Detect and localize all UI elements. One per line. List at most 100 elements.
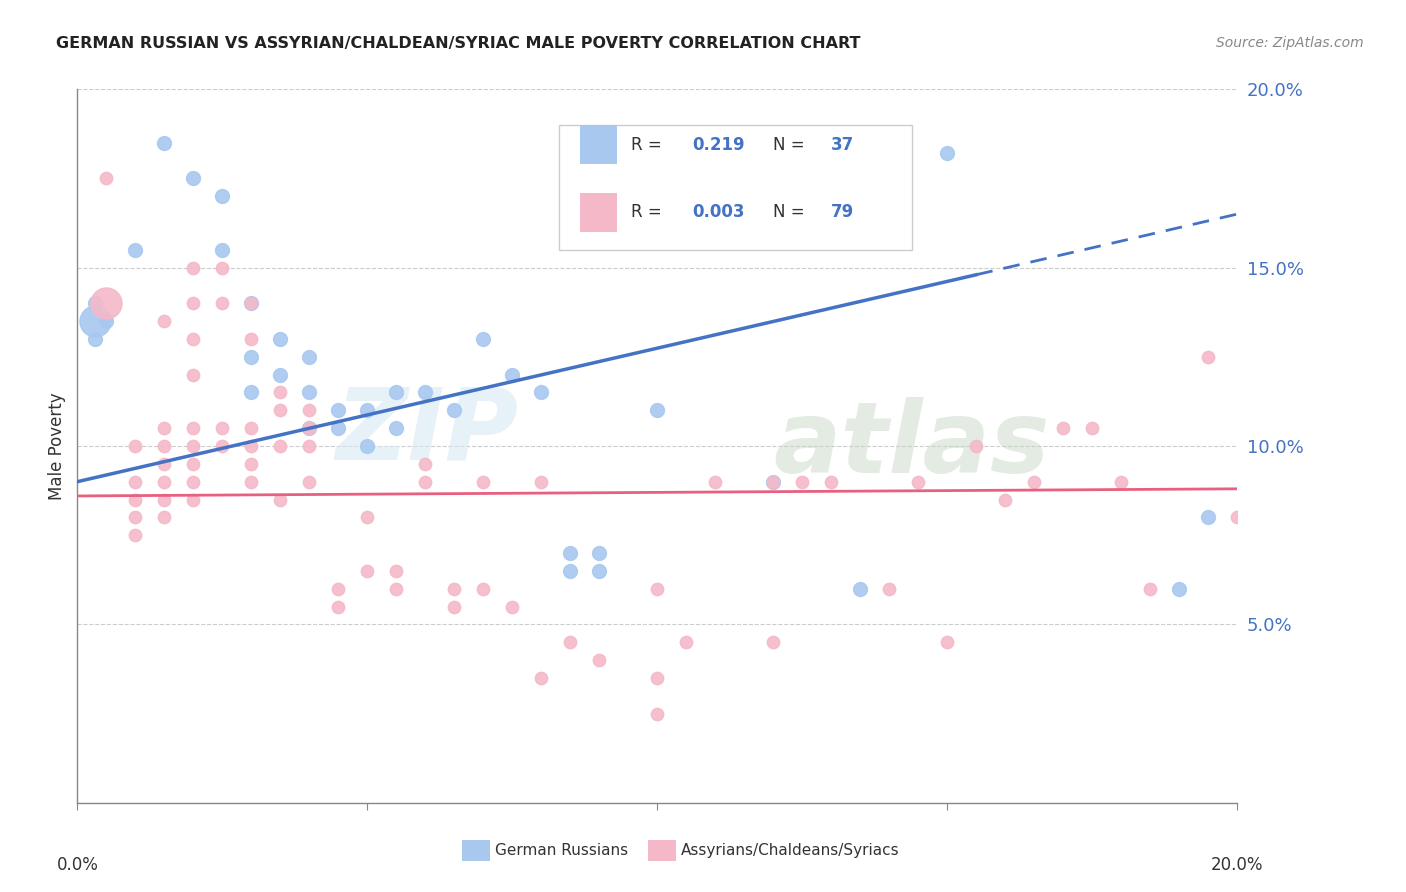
Text: atlas: atlas: [773, 398, 1050, 494]
Point: [413, 475, 436, 489]
Point: [124, 243, 146, 257]
Point: [530, 671, 553, 685]
Point: [96, 296, 118, 310]
Point: [153, 421, 176, 435]
Point: [211, 421, 233, 435]
Point: [1024, 475, 1046, 489]
Text: R =: R =: [631, 136, 666, 153]
Point: [124, 492, 146, 507]
Point: [1081, 421, 1104, 435]
Point: [792, 475, 814, 489]
Text: German Russians: German Russians: [495, 843, 628, 858]
Point: [83, 314, 105, 328]
Point: [907, 475, 929, 489]
Point: [240, 332, 263, 346]
Point: [240, 350, 263, 364]
Point: [96, 314, 118, 328]
Point: [211, 243, 233, 257]
Point: [472, 332, 495, 346]
Point: [153, 475, 176, 489]
Point: [647, 671, 669, 685]
Point: [385, 564, 408, 578]
Point: [183, 171, 205, 186]
Text: ZIP: ZIP: [335, 384, 517, 480]
Point: [501, 368, 523, 382]
Point: [298, 475, 321, 489]
Point: [211, 189, 233, 203]
Point: [240, 385, 263, 400]
Point: [1052, 421, 1074, 435]
Point: [269, 439, 291, 453]
Bar: [463, 840, 491, 862]
Bar: [579, 193, 617, 232]
Point: [443, 582, 465, 596]
Bar: [579, 125, 617, 164]
Point: [183, 368, 205, 382]
Point: [240, 421, 263, 435]
Text: Source: ZipAtlas.com: Source: ZipAtlas.com: [1216, 36, 1364, 50]
Point: [443, 403, 465, 417]
Point: [269, 385, 291, 400]
Point: [936, 635, 959, 649]
Point: [328, 582, 350, 596]
Point: [153, 457, 176, 471]
Point: [356, 439, 378, 453]
Point: [560, 635, 582, 649]
Point: [183, 332, 205, 346]
Point: [1197, 510, 1219, 524]
Point: [1139, 582, 1161, 596]
Text: GERMAN RUSSIAN VS ASSYRIAN/CHALDEAN/SYRIAC MALE POVERTY CORRELATION CHART: GERMAN RUSSIAN VS ASSYRIAN/CHALDEAN/SYRI…: [56, 36, 860, 51]
Point: [820, 475, 842, 489]
Point: [240, 439, 263, 453]
Point: [240, 457, 263, 471]
Text: 0.003: 0.003: [692, 203, 745, 221]
Point: [413, 457, 436, 471]
Point: [124, 528, 146, 542]
Point: [675, 635, 697, 649]
Point: [269, 332, 291, 346]
Point: [501, 599, 523, 614]
Text: 0.219: 0.219: [692, 136, 745, 153]
Point: [211, 439, 233, 453]
Point: [328, 421, 350, 435]
Point: [153, 314, 176, 328]
Point: [328, 403, 350, 417]
Point: [413, 385, 436, 400]
Point: [588, 653, 610, 667]
Point: [240, 475, 263, 489]
Point: [1168, 582, 1191, 596]
Bar: [648, 840, 676, 862]
Point: [298, 385, 321, 400]
Point: [385, 385, 408, 400]
Point: [298, 421, 321, 435]
Point: [124, 439, 146, 453]
Point: [124, 475, 146, 489]
Point: [588, 564, 610, 578]
Point: [356, 510, 378, 524]
Point: [443, 599, 465, 614]
Point: [183, 475, 205, 489]
Point: [762, 635, 785, 649]
Point: [269, 368, 291, 382]
Point: [328, 599, 350, 614]
Point: [877, 582, 901, 596]
Point: [240, 296, 263, 310]
Text: 37: 37: [831, 136, 855, 153]
Point: [1111, 475, 1133, 489]
Text: N =: N =: [773, 203, 810, 221]
Point: [356, 564, 378, 578]
Point: [994, 492, 1017, 507]
Point: [647, 403, 669, 417]
Point: [124, 510, 146, 524]
Point: [183, 296, 205, 310]
Text: N =: N =: [773, 136, 810, 153]
Point: [211, 296, 233, 310]
Point: [183, 421, 205, 435]
Point: [298, 350, 321, 364]
Point: [762, 475, 785, 489]
Point: [385, 421, 408, 435]
Point: [560, 564, 582, 578]
Point: [849, 582, 872, 596]
Point: [762, 475, 785, 489]
Point: [240, 296, 263, 310]
